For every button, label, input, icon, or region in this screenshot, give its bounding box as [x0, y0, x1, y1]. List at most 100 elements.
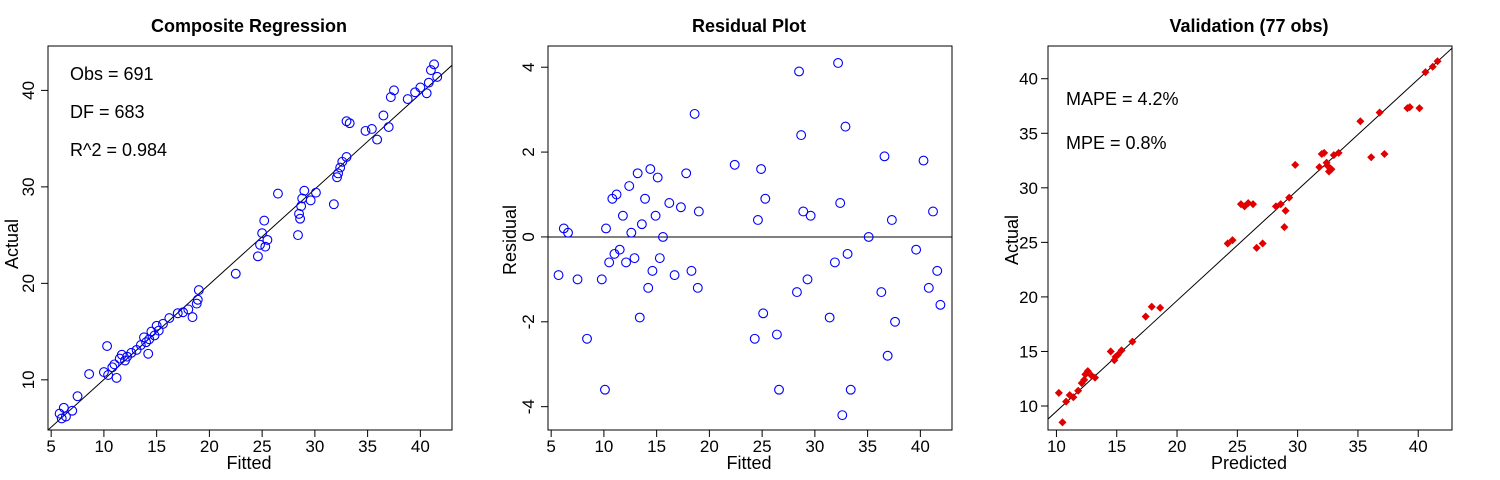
data-point-residual-plot: [863, 231, 874, 242]
data-point-composite-regression: [72, 391, 83, 402]
data-point-composite-regression: [294, 208, 304, 219]
data-point-composite-regression: [120, 355, 130, 366]
x-tick-label-validation: 25: [1228, 437, 1247, 456]
data-point-validation: [1356, 117, 1365, 126]
data-point-composite-regression: [56, 413, 67, 424]
data-point-composite-regression: [410, 87, 421, 98]
data-point-residual-plot: [617, 210, 628, 221]
data-point-validation: [1334, 148, 1343, 157]
panel-residual-plot: Residual Plot Fitted Residual 5 10 15 20 25 3…: [500, 16, 953, 473]
data-point-residual-plot: [654, 253, 665, 264]
data-point-composite-regression: [111, 372, 122, 383]
data-point-residual-plot: [664, 198, 675, 208]
data-point-composite-regression: [305, 195, 316, 206]
data-point-composite-regression: [335, 162, 346, 173]
data-point-residual-plot: [645, 164, 656, 174]
data-point-residual-plot: [749, 333, 760, 344]
data-point-validation: [1058, 418, 1067, 427]
annotation-mpe: MPE = 0.8%: [1066, 133, 1167, 153]
data-point-residual-plot: [647, 265, 658, 276]
data-point-validation: [1106, 347, 1115, 356]
x-tick-label-validation: 35: [1348, 437, 1367, 456]
data-point-composite-regression: [332, 172, 342, 183]
y-tick-label-validation: 15: [1019, 342, 1038, 361]
data-point-composite-regression: [333, 168, 344, 179]
data-point-residual-plot: [879, 151, 890, 162]
data-point-composite-regression: [252, 251, 263, 262]
data-point-composite-regression: [385, 92, 396, 103]
data-point-composite-regression: [193, 285, 204, 296]
data-point-residual-plot: [935, 299, 946, 310]
data-point-composite-regression: [341, 116, 352, 127]
data-point-residual-plot: [928, 206, 938, 217]
data-point-composite-regression: [187, 312, 198, 323]
data-point-residual-plot: [681, 168, 692, 179]
data-point-residual-plot: [650, 210, 661, 221]
data-point-residual-plot: [876, 287, 887, 298]
data-point-validation: [1280, 223, 1289, 232]
data-point-composite-regression: [415, 82, 426, 93]
data-point-residual-plot: [634, 312, 645, 323]
data-point-residual-plot: [596, 274, 607, 285]
data-point-composite-regression: [109, 359, 120, 370]
data-point-residual-plot: [833, 58, 844, 68]
y-tick-label-composite-regression: 40: [19, 81, 38, 100]
data-point-validation: [1320, 148, 1329, 157]
data-point-residual-plot: [686, 265, 697, 276]
data-point-composite-regression: [103, 370, 114, 380]
y-tick-label-composite-regression: 10: [19, 370, 38, 389]
data-point-composite-regression: [191, 298, 202, 309]
data-point-residual-plot: [626, 227, 637, 238]
xlabel-validation: Predicted: [1211, 453, 1287, 473]
data-point-residual-plot: [798, 206, 809, 217]
data-point-validation: [1421, 68, 1430, 77]
data-point-validation: [1147, 302, 1156, 311]
y-tick-label-validation: 10: [1019, 397, 1038, 416]
y-tick-label-residual-plot: 4: [519, 62, 538, 71]
x-tick-label-composite-regression: 25: [253, 437, 272, 456]
data-point-validation: [1228, 236, 1237, 245]
panel-validation: Validation (77 obs) Predicted Actual MAP…: [1002, 16, 1453, 473]
data-point-residual-plot: [890, 316, 900, 327]
data-point-composite-regression: [192, 294, 203, 305]
data-point-validation: [1054, 388, 1063, 397]
data-point-composite-regression: [255, 239, 265, 250]
data-point-residual-plot: [932, 265, 943, 276]
data-point-residual-plot: [835, 198, 846, 208]
data-point-validation: [1323, 161, 1332, 171]
data-point-residual-plot: [758, 308, 769, 319]
x-tick-label-residual-plot: 10: [594, 437, 613, 456]
data-point-validation: [1380, 149, 1389, 159]
data-point-composite-regression: [423, 77, 434, 88]
x-tick-label-validation: 40: [1409, 437, 1428, 456]
data-point-validation: [1433, 57, 1442, 66]
x-tick-label-composite-regression: 10: [94, 437, 113, 456]
data-point-residual-plot: [572, 274, 583, 285]
data-point-residual-plot: [553, 270, 564, 281]
panel-composite-regression: Composite Regression Fitted Actual Obs =…: [2, 16, 453, 473]
data-point-composite-regression: [139, 332, 149, 343]
data-point-validation: [1415, 104, 1424, 113]
data-point-residual-plot: [693, 206, 704, 217]
data-point-composite-regression: [344, 118, 355, 129]
annotation-obs: Obs = 691: [70, 64, 154, 84]
data-point-composite-regression: [328, 199, 339, 210]
data-point-composite-regression: [389, 85, 399, 96]
data-point-residual-plot: [600, 384, 610, 395]
y-tick-label-composite-regression: 20: [19, 274, 38, 293]
data-point-residual-plot: [805, 210, 816, 221]
data-point-residual-plot: [640, 193, 650, 204]
data-point-composite-regression: [360, 125, 371, 136]
data-point-residual-plot: [842, 248, 853, 259]
x-tick-label-composite-regression: 15: [147, 437, 166, 456]
data-point-composite-regression: [141, 337, 152, 348]
data-point-composite-regression: [429, 59, 440, 70]
x-tick-label-residual-plot: 25: [753, 437, 772, 456]
data-point-composite-regression: [183, 304, 194, 315]
data-point-residual-plot: [845, 384, 856, 395]
data-point-residual-plot: [923, 282, 934, 293]
data-point-validation: [1428, 62, 1437, 71]
data-point-residual-plot: [563, 227, 573, 238]
data-point-composite-regression: [262, 234, 273, 245]
